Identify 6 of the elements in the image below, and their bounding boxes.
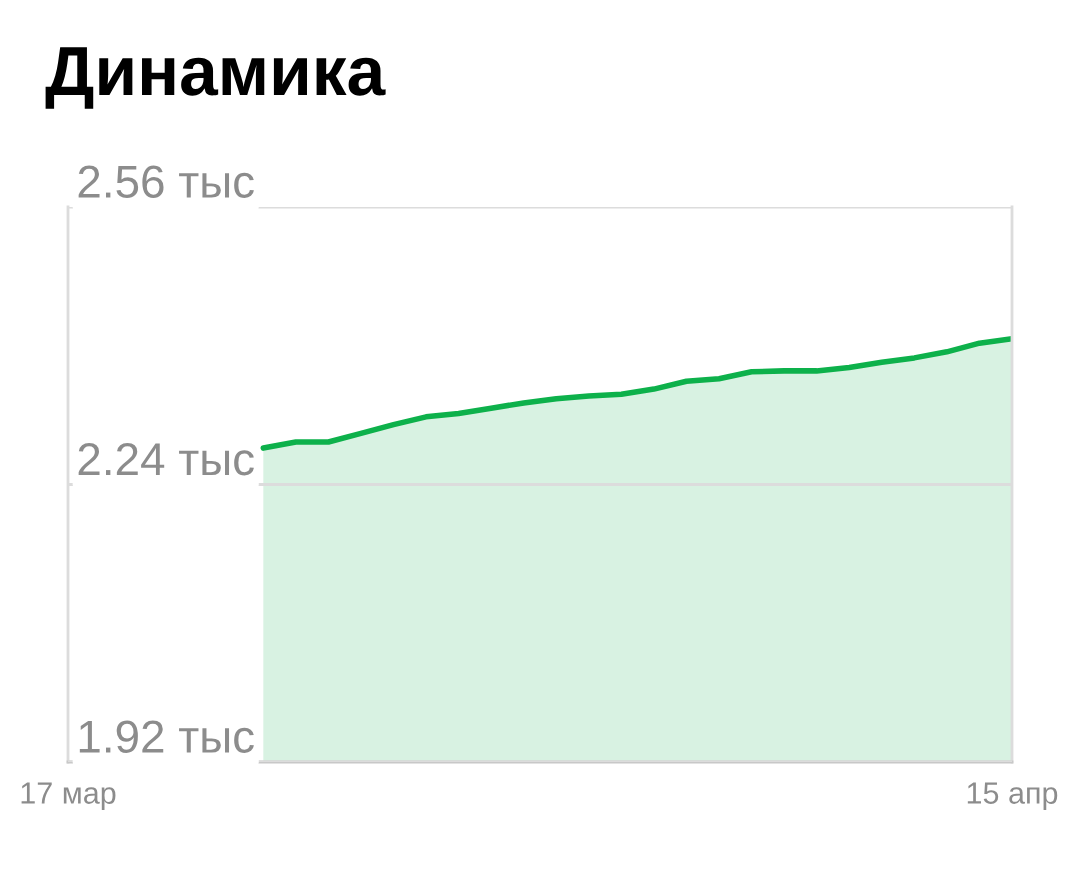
y-tick-label: 2.56 тыс xyxy=(78,165,254,198)
x-tick-label: 17 мар xyxy=(21,782,116,810)
y-tick-label: 2.24 тыс xyxy=(78,442,254,476)
x-tick-label: 15 апр xyxy=(967,782,1058,810)
y-tick-label: 1.92 тыс xyxy=(79,720,254,753)
chart-title: Динамика xyxy=(45,47,386,109)
